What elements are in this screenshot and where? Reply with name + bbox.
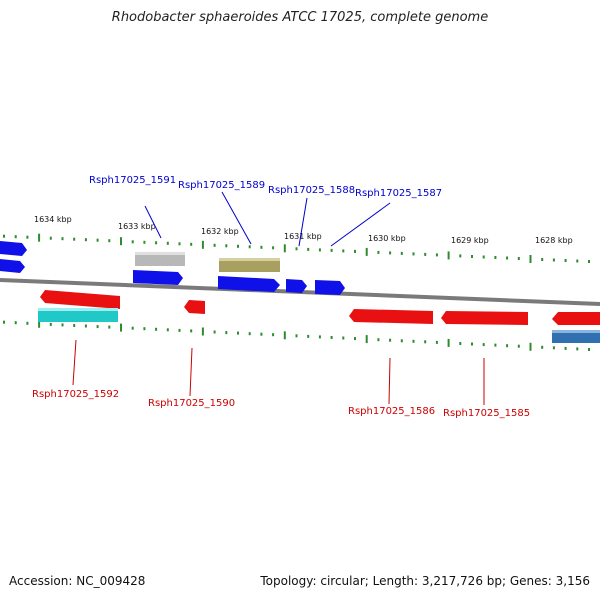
- gene-arrow[interactable]: [0, 259, 25, 273]
- leader-line: [298, 197, 308, 247]
- scale-label-1631: 1631 kbp: [284, 232, 322, 241]
- minus-strand-genes: [38, 290, 600, 343]
- scale-ticks-upper: [3, 233, 590, 263]
- gene-label-1585[interactable]: Rsph17025_1585: [443, 408, 530, 419]
- leader-line: [144, 205, 162, 239]
- map-title: Rhodobacter sphaeroides ATCC 17025, comp…: [111, 10, 489, 25]
- leader-line: [221, 191, 252, 245]
- scale-ticks-lower: [3, 319, 590, 351]
- gene-label-1588[interactable]: Rsph17025_1588: [268, 185, 355, 196]
- gene-arrow[interactable]: [315, 280, 345, 295]
- gene-block[interactable]: [38, 308, 118, 322]
- gene-arrow[interactable]: [40, 290, 120, 309]
- scale-label-1632: 1632 kbp: [201, 227, 239, 236]
- gene-arrow[interactable]: [441, 311, 528, 325]
- scale-label-1629: 1629 kbp: [451, 236, 489, 245]
- accession-text: Accession: NC_009428: [9, 574, 146, 588]
- leader-line: [72, 339, 77, 386]
- scale-label-1628: 1628 kbp: [535, 236, 573, 245]
- leader-line: [388, 357, 391, 405]
- scale-label-1633: 1633 kbp: [118, 222, 156, 231]
- gene-label-1591[interactable]: Rsph17025_1591: [89, 175, 176, 186]
- gene-arrow[interactable]: [552, 312, 600, 325]
- gene-arrow[interactable]: [218, 276, 280, 292]
- leader-line: [330, 202, 391, 247]
- gene-label-1589[interactable]: Rsph17025_1589: [178, 180, 265, 191]
- gene-label-1590[interactable]: Rsph17025_1590: [148, 398, 235, 409]
- scale-label-1634: 1634 kbp: [34, 215, 72, 224]
- gene-label-1587[interactable]: Rsph17025_1587: [355, 188, 442, 199]
- gene-block[interactable]: [135, 252, 185, 266]
- gene-block[interactable]: [219, 258, 280, 272]
- gene-arrow[interactable]: [286, 279, 307, 293]
- gene-block[interactable]: [552, 330, 600, 343]
- gene-arrow[interactable]: [133, 270, 183, 285]
- scale-label-1630: 1630 kbp: [368, 234, 406, 243]
- gene-arrow[interactable]: [184, 300, 205, 314]
- gene-arrow[interactable]: [0, 241, 27, 256]
- plus-strand-genes: [0, 241, 345, 295]
- gene-label-1592[interactable]: Rsph17025_1592: [32, 389, 119, 400]
- genome-stats-text: Topology: circular; Length: 3,217,726 bp…: [260, 574, 590, 588]
- gene-arrow[interactable]: [349, 309, 433, 324]
- gene-label-1586[interactable]: Rsph17025_1586: [348, 406, 435, 417]
- leader-line: [189, 347, 193, 397]
